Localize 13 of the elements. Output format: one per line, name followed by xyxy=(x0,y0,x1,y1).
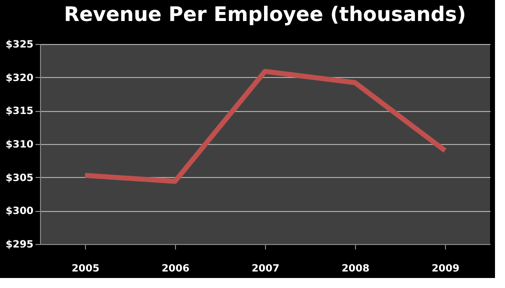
y-tick-label: $310 xyxy=(6,140,34,150)
chart-title: Revenue Per Employee (thousands) xyxy=(64,2,466,26)
y-tick-label: $300 xyxy=(6,206,34,218)
y-tick-label: $320 xyxy=(6,72,34,84)
x-tick-label: 2009 xyxy=(432,264,460,274)
x-tick-label: 2008 xyxy=(342,264,370,274)
y-tick-label: $305 xyxy=(6,172,34,184)
y-tick-label: $295 xyxy=(6,240,34,250)
x-tick-label: 2007 xyxy=(252,264,280,274)
y-tick-label: $315 xyxy=(6,106,34,118)
y-tick-label: $325 xyxy=(6,40,34,50)
x-tick-label: 2005 xyxy=(72,264,100,274)
x-tick-label: 2006 xyxy=(162,264,190,274)
